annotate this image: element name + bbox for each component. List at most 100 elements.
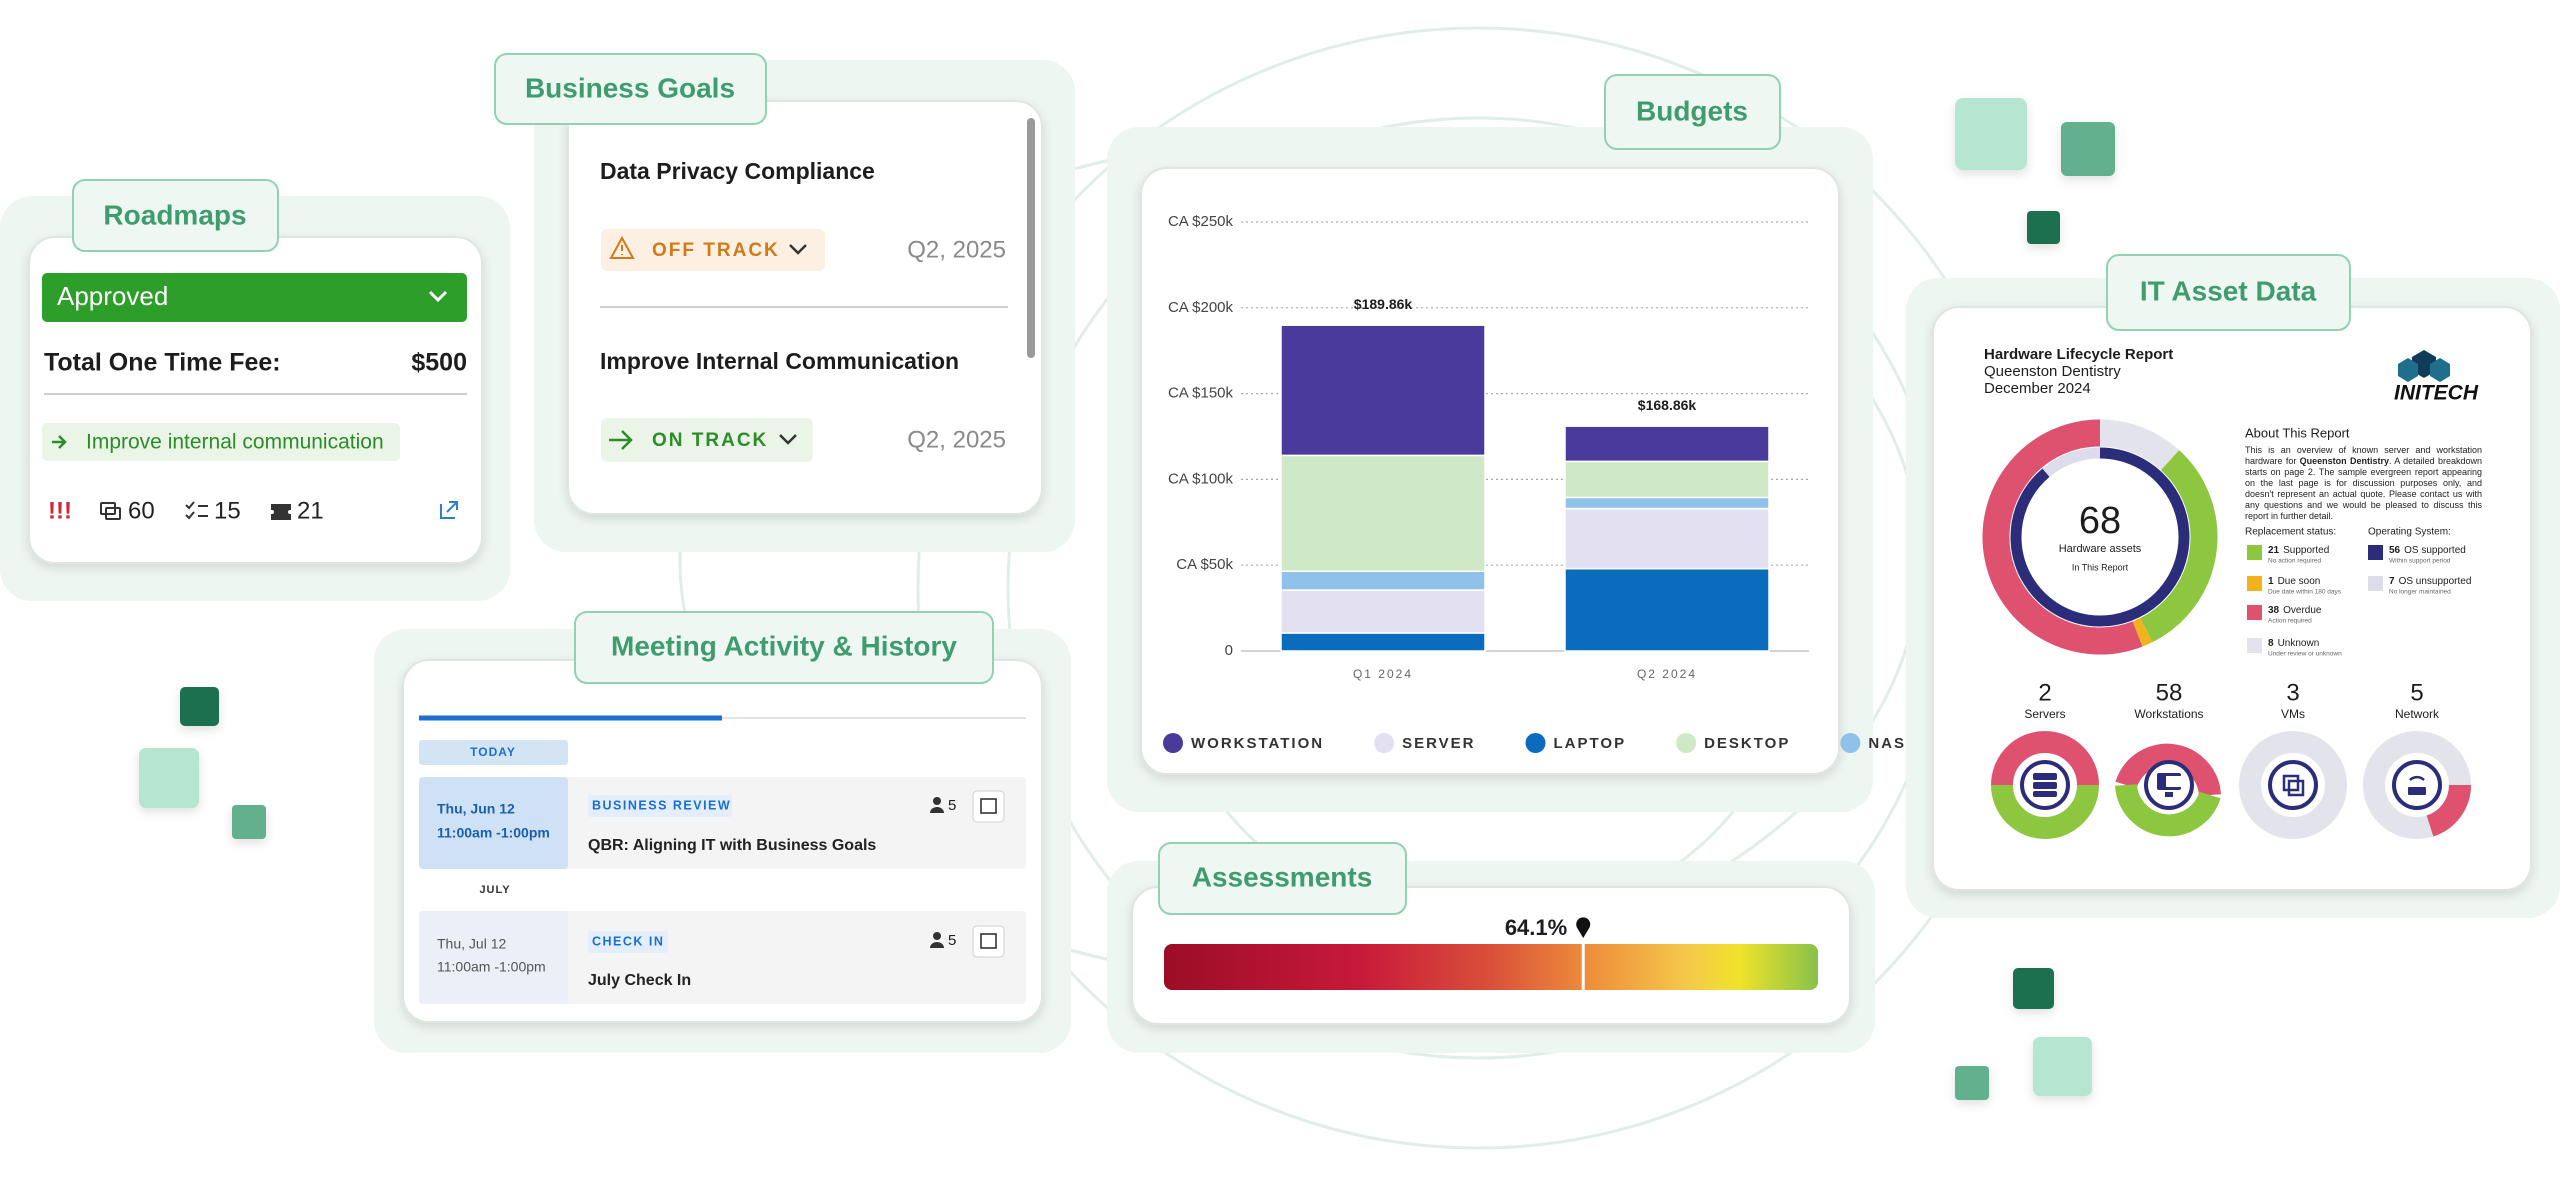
legend-label: LAPTOP xyxy=(1554,735,1627,752)
bar-segment xyxy=(1280,570,1486,591)
external-link[interactable] xyxy=(440,501,458,519)
count: 60 xyxy=(128,497,155,524)
report-date: December 2024 xyxy=(1984,380,2091,397)
device-count: 58 xyxy=(2156,679,2183,706)
legend-name: Supported xyxy=(2283,545,2329,556)
goal-title: Improve Internal Communication xyxy=(600,348,959,374)
roadmaps-card: Approved Total One Time Fee: $500 Improv… xyxy=(28,179,483,564)
meeting-date: Thu, Jun 12 xyxy=(437,801,515,817)
about-title: About This Report xyxy=(2245,425,2350,440)
calendar-button[interactable] xyxy=(972,925,1005,958)
status-dropdown[interactable] xyxy=(42,273,467,322)
chevron xyxy=(789,244,807,255)
device-count: 2 xyxy=(2038,679,2051,706)
month-heading: JULY xyxy=(479,884,510,896)
scrollbar[interactable] xyxy=(1027,118,1035,358)
legend-value: 1 xyxy=(2268,576,2274,587)
chevron xyxy=(779,434,797,445)
legend-note: Due date within 180 days xyxy=(2268,589,2342,596)
legend-swatch xyxy=(2247,545,2262,560)
goal-text: Improve internal communication xyxy=(86,431,384,454)
meeting-tag: BUSINESS REVIEW xyxy=(592,798,731,812)
today-badge xyxy=(419,740,568,765)
fee-value: $500 xyxy=(411,349,467,377)
attendees: 5 xyxy=(948,797,956,814)
total-number: 68 xyxy=(2079,500,2121,542)
about-part: . A detailed breakdown starts on page 2.… xyxy=(2245,456,2482,521)
device-donuts xyxy=(1991,731,2471,839)
count: 15 xyxy=(214,497,241,524)
meeting-tag-bg xyxy=(588,795,732,817)
logo-text: INITECH xyxy=(2394,382,2479,405)
score-scale xyxy=(1164,944,1818,990)
person-icon xyxy=(930,797,944,813)
donut-segment xyxy=(2140,450,2218,643)
business-goals-card: Data Privacy Compliance OFF TRACK Q2, 20… xyxy=(494,53,1043,515)
section-label: Roadmaps xyxy=(103,199,246,230)
it-asset-card: Hardware Lifecycle Report Queenston Dent… xyxy=(1932,254,2532,891)
legend-label: 56 OS supported xyxy=(2389,545,2466,556)
quarter: Q2, 2025 xyxy=(907,426,1006,453)
device-name: Network xyxy=(2395,707,2440,721)
section-label-bg xyxy=(2106,254,2351,331)
about-text: This is an overview of known server and … xyxy=(2245,445,2482,522)
bar-total-label: $168.86k xyxy=(1638,397,1697,413)
x-tick-label: Q2 2024 xyxy=(1637,667,1697,681)
report-title: Hardware Lifecycle Report xyxy=(1984,346,2173,363)
bar-segment xyxy=(1564,496,1770,510)
donut-segment xyxy=(2042,447,2101,477)
decor-squares xyxy=(139,98,2115,1100)
attendees: 5 xyxy=(948,932,956,949)
legend-swatch xyxy=(2368,545,2383,560)
status-text: ON TRACK xyxy=(652,430,768,451)
meeting-row[interactable] xyxy=(419,911,1026,1004)
legend-swatch xyxy=(1163,733,1183,753)
legend-label: 7 OS unsupported xyxy=(2389,576,2471,587)
bar-segment xyxy=(1564,460,1770,499)
bar-segment xyxy=(1280,324,1486,457)
count-icons xyxy=(100,501,291,520)
section-label: IT Asset Data xyxy=(2140,275,2317,306)
goal-chip[interactable] xyxy=(42,423,400,461)
legend-swatch xyxy=(2247,638,2262,653)
bar-segment xyxy=(1280,589,1486,634)
calendar-icon xyxy=(980,798,997,814)
status-pill[interactable] xyxy=(601,418,813,462)
meeting-date: Thu, Jul 12 xyxy=(437,936,506,952)
legend-name: OS unsupported xyxy=(2399,576,2472,587)
status-text: Approved xyxy=(57,281,168,311)
fee-label: Total One Time Fee: xyxy=(44,349,281,377)
legend-swatch xyxy=(2247,576,2262,591)
bar-segment xyxy=(1280,454,1486,572)
y-tick-label: CA $100k xyxy=(1168,470,1234,487)
calendar-button[interactable] xyxy=(972,790,1005,823)
legend-label: NAS xyxy=(1868,735,1906,752)
legend-label: 1 Due soon xyxy=(2268,576,2320,587)
section-label-bg xyxy=(574,611,994,684)
x-tick-label: Q1 2024 xyxy=(1353,667,1413,681)
logo-icon xyxy=(2398,350,2450,382)
status-pill[interactable] xyxy=(601,229,825,271)
budgets-label: Budgets xyxy=(1604,74,1781,150)
person-icon xyxy=(930,932,944,948)
meeting-time: 11:00am -1:00pm xyxy=(437,825,550,841)
bar-segment xyxy=(1564,567,1770,652)
warning-icon xyxy=(609,235,635,259)
legend-value: 38 xyxy=(2268,605,2280,616)
legend-swatch xyxy=(1374,733,1395,753)
legend-label: 38 Overdue xyxy=(2268,605,2322,616)
donut-segment xyxy=(1982,419,2143,655)
legend-label: SERVER xyxy=(1402,735,1475,752)
legend-note: Within support period xyxy=(2389,558,2451,565)
meeting-row[interactable] xyxy=(419,777,1026,869)
legend-label: WORKSTATION xyxy=(1191,735,1324,752)
legend-note: No longer maintained xyxy=(2389,589,2451,596)
section-label-bg xyxy=(1158,842,1407,915)
legend-value: 21 xyxy=(2268,545,2280,556)
date-cell xyxy=(419,911,568,1004)
goal-title: Data Privacy Compliance xyxy=(600,158,875,184)
device-count: 3 xyxy=(2286,679,2299,706)
chevron xyxy=(428,290,448,303)
today-text: TODAY xyxy=(470,745,516,759)
